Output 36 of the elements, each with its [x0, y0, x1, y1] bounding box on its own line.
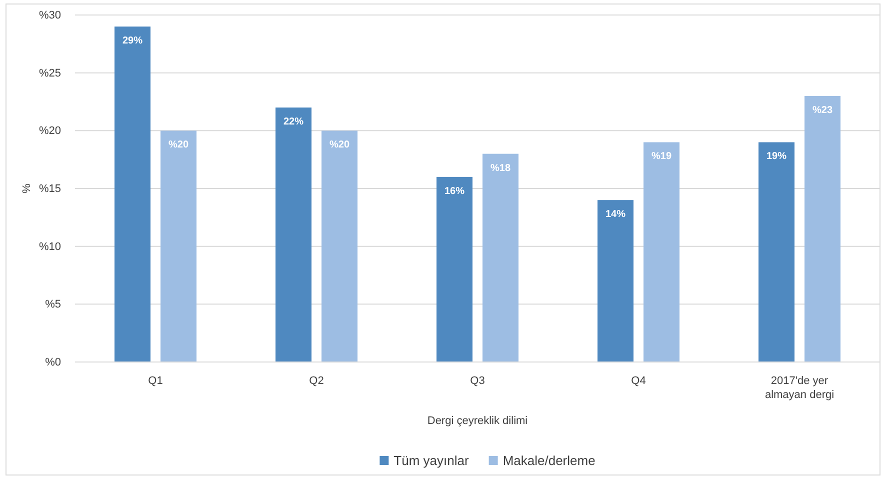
- y-tick-label: %20: [38, 125, 61, 138]
- data-label: %18: [490, 162, 511, 174]
- data-label: %19: [651, 151, 672, 162]
- data-label: 14%: [605, 209, 626, 220]
- legend-label: Makale/derleme: [502, 453, 596, 468]
- bar: [114, 26, 150, 362]
- y-tick-label: %30: [38, 10, 61, 22]
- data-label: 29%: [122, 36, 143, 47]
- legend-label: Tüm yayınlar: [394, 453, 470, 468]
- y-tick-label: %10: [38, 240, 61, 253]
- data-label: 16%: [444, 186, 465, 197]
- data-label: 19%: [766, 151, 787, 162]
- y-tick-label: %0: [45, 356, 61, 369]
- bar: [436, 176, 472, 362]
- y-tick-label: %25: [38, 67, 61, 80]
- y-axis-title: %: [21, 183, 33, 194]
- x-tick-label: Q4: [631, 375, 646, 387]
- data-label: 22%: [283, 116, 304, 128]
- x-tick-label: Q2: [309, 375, 324, 387]
- x-axis-title: Dergi çeyreklik dilimi: [427, 415, 528, 427]
- data-label: %20: [329, 140, 350, 151]
- bar: [758, 142, 794, 362]
- bar: [482, 154, 518, 362]
- data-label: %23: [812, 104, 833, 116]
- bar: [160, 130, 196, 362]
- x-tick-label: 2017'de yer almayan dergi: [764, 375, 834, 401]
- bar: [644, 142, 680, 362]
- bar: [322, 130, 358, 362]
- x-tick-label: Q1: [148, 375, 163, 387]
- bar: [804, 96, 840, 362]
- y-tick-label: %5: [45, 298, 61, 311]
- y-tick-label: %15: [38, 183, 61, 196]
- data-label: %20: [168, 140, 189, 151]
- x-tick-label: Q3: [470, 375, 485, 387]
- bar: [598, 200, 634, 362]
- bar: [276, 108, 312, 362]
